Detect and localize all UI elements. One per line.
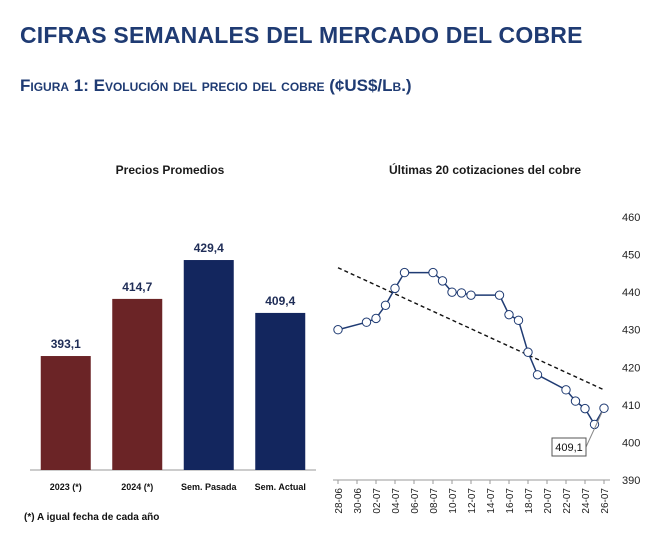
bar-value-label: 429,4 (194, 241, 224, 255)
bar-chart-title: Precios Promedios (115, 163, 225, 177)
price-point (561, 385, 571, 395)
y-tick-label: 400 (622, 437, 640, 449)
trend-line (337, 267, 605, 391)
bar (255, 312, 306, 470)
x-tick-label: 02-07 (372, 488, 383, 514)
price-point (494, 290, 505, 300)
callout-label: 409,1 (555, 442, 583, 454)
y-tick-label: 410 (622, 400, 640, 412)
price-point (466, 290, 476, 300)
y-tick-label: 450 (622, 250, 640, 262)
price-point (390, 283, 400, 294)
callout-leader (585, 412, 603, 448)
price-point (437, 276, 448, 286)
x-tick-label: 16-07 (505, 488, 516, 514)
bar-value-label: 409,4 (265, 294, 295, 308)
x-tick-label: 06-07 (410, 488, 421, 514)
x-tick-label: 14-07 (486, 488, 497, 514)
footnote: (*) A igual fecha de cada año (24, 512, 160, 523)
x-tick-label: 30-06 (353, 488, 364, 514)
price-point (456, 288, 467, 298)
callout-box (551, 437, 587, 457)
bar (183, 260, 234, 470)
x-tick-label: 10-07 (448, 488, 459, 514)
x-tick-label: 08-07 (429, 488, 440, 514)
price-point (580, 403, 590, 414)
x-tick-label: 22-07 (562, 488, 573, 514)
bar-category-label: Sem. Actual (255, 482, 306, 492)
y-tick-label: 460 (622, 212, 640, 224)
bar-category-label: 2024 (*) (121, 482, 153, 492)
line-chart: 390 400 410 420 430 440 450 460 28-06 30-06 02-07 0… (333, 212, 640, 514)
x-tick-label: 12-07 (467, 488, 478, 514)
y-tick-label: 430 (622, 325, 640, 337)
bar-category-label: 2023 (*) (50, 482, 82, 492)
price-point (447, 287, 457, 297)
x-tick-label: 28-06 (334, 488, 345, 514)
bar-category-label: Sem. Pasada (181, 482, 238, 492)
price-point (523, 347, 533, 357)
y-tick-label: 390 (622, 475, 640, 487)
line-chart-title: Últimas 20 cotizaciones del cobre (388, 163, 582, 177)
x-tick-label: 18-07 (524, 488, 535, 514)
bar (112, 298, 163, 470)
x-tick-label: 20-07 (543, 488, 554, 514)
price-point (570, 396, 581, 406)
bar-value-label: 414,7 (122, 280, 152, 294)
price-point (532, 370, 543, 380)
x-tick-label: 26-07 (600, 488, 611, 514)
price-point (513, 315, 524, 326)
price-point (428, 267, 438, 278)
x-tick-label: 04-07 (391, 488, 402, 514)
figure-title: Figura 1: Evolución del precio del cobre… (20, 76, 412, 95)
price-point (361, 317, 372, 327)
page-title: CIFRAS SEMANALES DEL MERCADO DEL COBRE (20, 22, 583, 48)
price-point (371, 313, 381, 324)
price-point (333, 325, 343, 335)
price-point (599, 403, 609, 413)
y-tick-label: 440 (622, 287, 640, 299)
price-point (380, 300, 391, 310)
price-point (399, 267, 410, 278)
y-tick-label: 420 (622, 362, 640, 374)
bar-chart: 393,1 2023 (*) 414,7 2024 (*) 429,4 Sem. Pasa… (30, 241, 316, 492)
x-tick-label: 24-07 (581, 488, 592, 514)
bar-value-label: 393,1 (51, 337, 81, 351)
price-point (504, 309, 514, 320)
bar (40, 356, 91, 470)
